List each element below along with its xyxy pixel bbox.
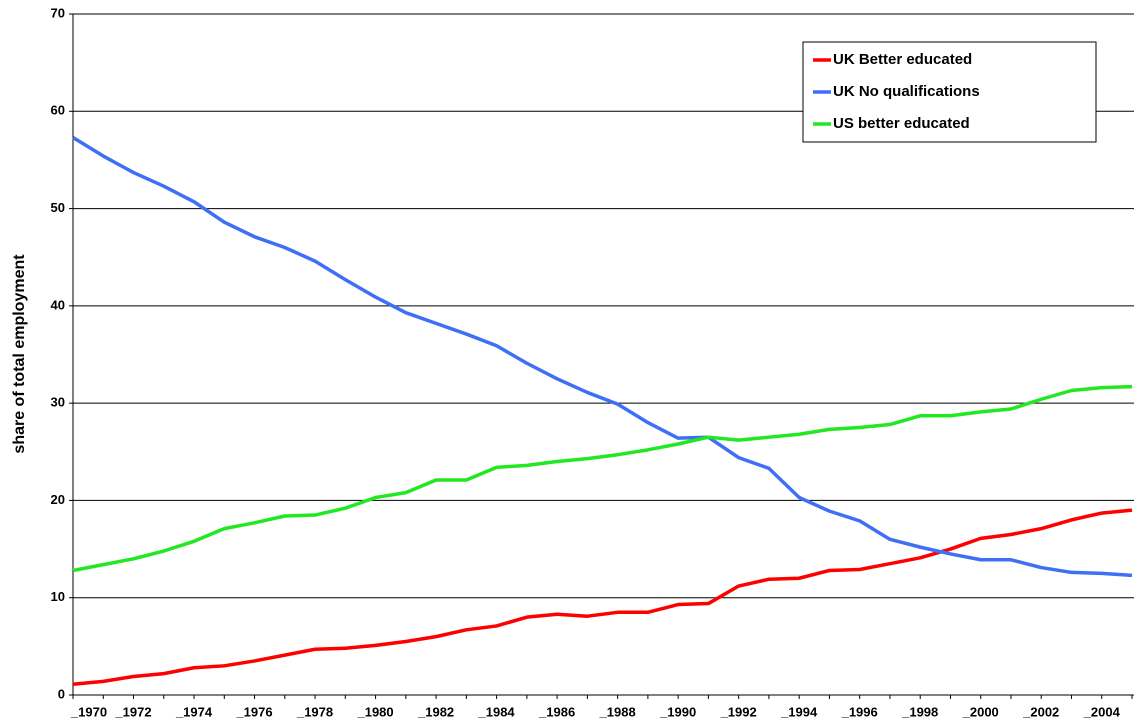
x-tick-label: _1998 — [901, 704, 938, 719]
x-tick-label: _1986 — [538, 704, 575, 719]
x-tick-label: _2004 — [1083, 704, 1121, 719]
y-tick-label: 10 — [51, 589, 65, 604]
legend-box — [802, 41, 1097, 143]
x-tick-label: _1992 — [720, 704, 757, 719]
legend-label: UK No qualifications — [833, 83, 980, 100]
y-tick-label: 40 — [51, 297, 65, 312]
x-tick-label: _2000 — [962, 704, 999, 719]
x-tick-label: _1984 — [478, 704, 516, 719]
legend-label: UK Better educated — [833, 51, 972, 68]
x-tick-label: _1996 — [841, 704, 878, 719]
y-tick-label: 50 — [51, 200, 65, 215]
x-tick-label: _1970 — [70, 704, 107, 719]
series-line — [72, 384, 1133, 573]
x-tick-label: _1982 — [417, 704, 454, 719]
y-tick-label: 20 — [51, 492, 65, 507]
x-tick-label: _2002 — [1022, 704, 1059, 719]
series-line — [72, 136, 1133, 578]
legend: UK Better educated UK No qualifications US… — [802, 41, 1097, 143]
x-tick-label: _1990 — [659, 704, 696, 719]
y-axis-label: share of total employment — [11, 254, 28, 454]
y-tick-label: 60 — [51, 103, 65, 118]
x-tick-label: _1980 — [356, 704, 393, 719]
x-tick-label: _1994 — [780, 704, 818, 719]
x-tick-label: _1974 — [175, 704, 213, 719]
x-tick-label: _1972 — [114, 704, 151, 719]
y-tick-label: 0 — [58, 686, 65, 701]
x-tick-label: _1976 — [235, 704, 272, 719]
y-tick-label: 30 — [51, 395, 65, 410]
series-line — [72, 508, 1133, 687]
x-tick-label: _1978 — [296, 704, 333, 719]
x-tick-label: _1988 — [599, 704, 636, 719]
legend-label: US better educated — [833, 115, 970, 132]
y-tick-label: 70 — [51, 5, 65, 20]
